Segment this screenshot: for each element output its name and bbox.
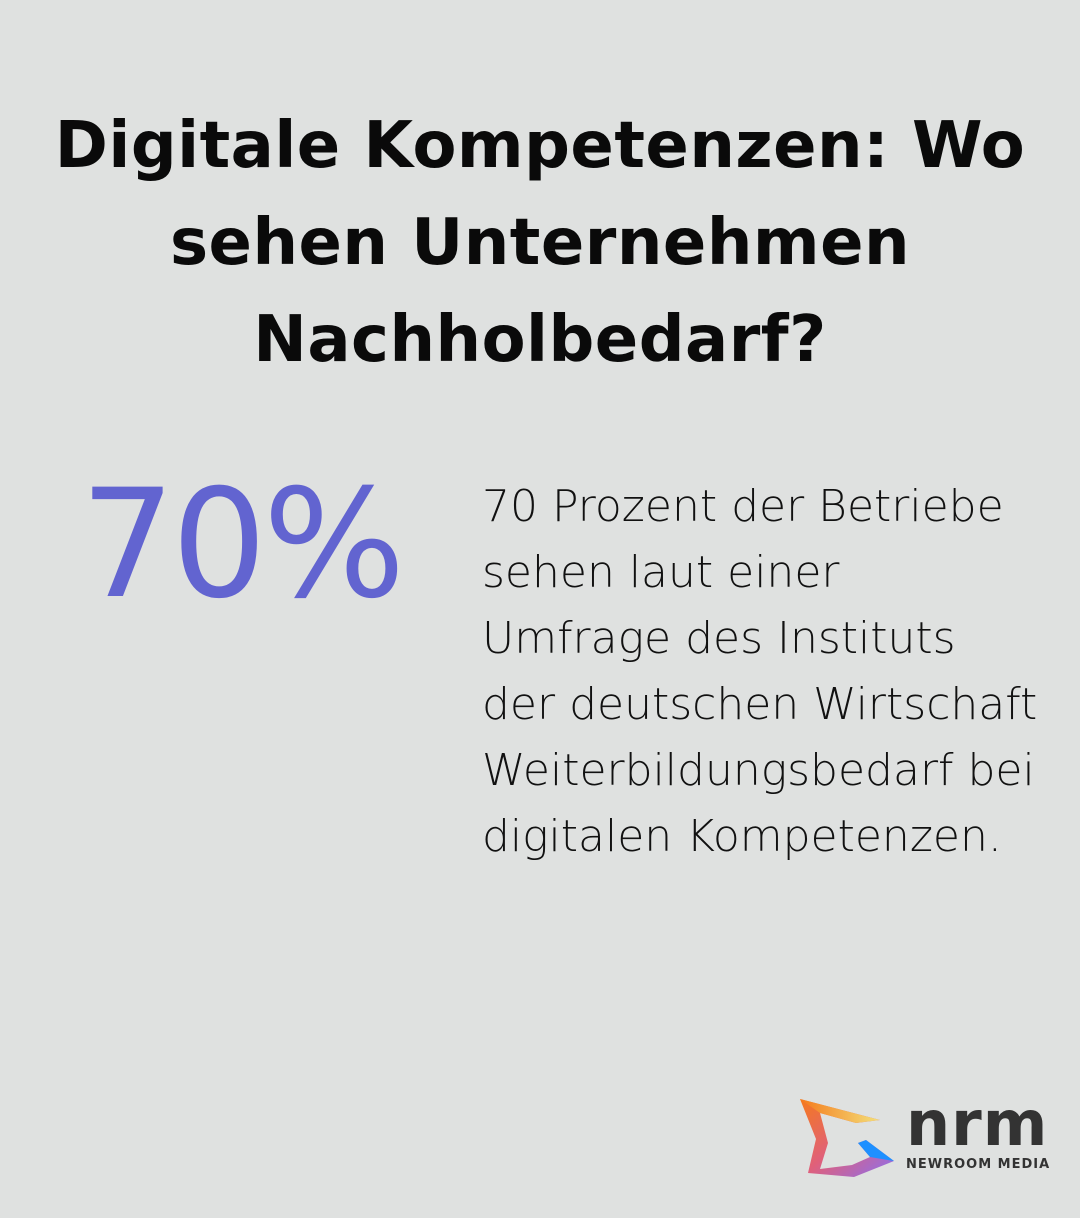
stat-description: 70 Prozent der Betriebe sehen laut einer…: [482, 481, 1038, 862]
stat-value: 70%: [80, 458, 405, 632]
logo-subtitle: NEWROOM MEDIA: [906, 1157, 1051, 1172]
logo-wordmark: nrm: [906, 1087, 1049, 1160]
newroom-media-logo: nrm NEWROOM MEDIA: [798, 1089, 1051, 1185]
logo-mark-icon: [800, 1099, 894, 1177]
page-title: Digitale Kompetenzen: Wo sehen Unternehm…: [54, 109, 1026, 377]
